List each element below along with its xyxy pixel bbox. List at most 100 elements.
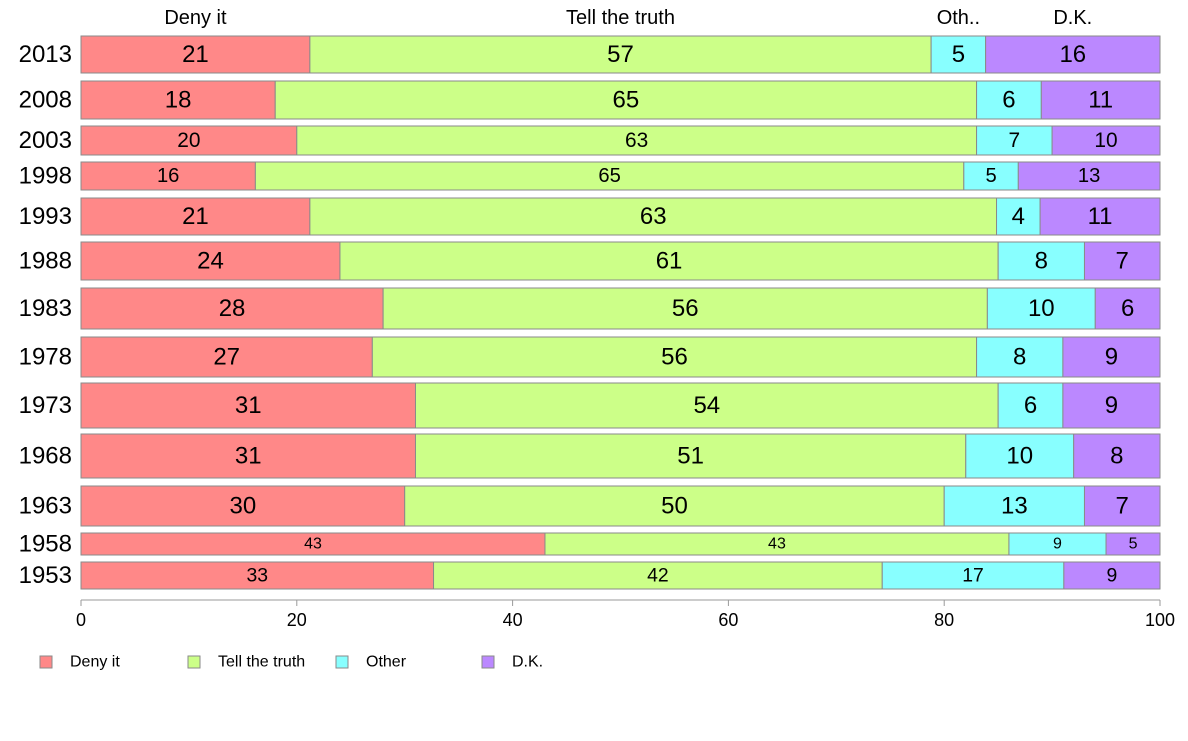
bar-segment-1978-1 — [80, 336, 373, 378]
data-label-1953-3: 17 — [962, 565, 984, 587]
data-label-1978-1: 27 — [213, 344, 240, 371]
bar-segment-1968-1 — [80, 433, 416, 479]
bar-segment-2008-3 — [976, 80, 1042, 120]
data-label-1958-4: 5 — [1129, 536, 1138, 553]
data-label-1963-4: 7 — [1116, 493, 1129, 520]
category-label-1983: 1983 — [19, 295, 72, 322]
data-label-1958-3: 9 — [1053, 536, 1062, 553]
data-label-1963-1: 30 — [229, 493, 256, 520]
data-label-1973-4: 9 — [1105, 392, 1118, 419]
data-label-2003-1: 20 — [177, 129, 200, 152]
data-label-1983-1: 28 — [219, 295, 246, 322]
data-label-1978-4: 9 — [1105, 344, 1118, 371]
category-label-1998: 1998 — [19, 163, 72, 190]
data-label-1973-1: 31 — [235, 392, 262, 419]
bar-segment-1998-2 — [254, 161, 965, 191]
category-label-1963: 1963 — [19, 493, 72, 520]
bar-segment-1998-4 — [1017, 161, 1161, 191]
data-label-2008-1: 18 — [165, 87, 192, 114]
legend-swatch-1 — [39, 655, 53, 669]
bar-segment-1963-1 — [80, 485, 406, 527]
category-label-1978: 1978 — [19, 344, 72, 371]
data-label-2008-4: 11 — [1088, 87, 1113, 114]
data-label-1993-1: 21 — [182, 203, 209, 230]
data-label-1968-1: 31 — [235, 443, 262, 470]
bar-segment-1983-4 — [1094, 287, 1161, 330]
data-label-1963-2: 50 — [661, 493, 688, 520]
data-label-1998-1: 16 — [157, 165, 179, 187]
data-label-1988-2: 61 — [656, 248, 683, 275]
data-label-1973-2: 54 — [693, 392, 720, 419]
bar-segment-1953-4 — [1063, 561, 1161, 590]
bar-segment-1978-4 — [1062, 336, 1161, 378]
data-label-1953-1: 33 — [246, 565, 268, 587]
bar-segment-1988-4 — [1083, 241, 1161, 281]
data-label-1993-4: 11 — [1088, 203, 1113, 230]
bar-segment-1963-4 — [1083, 485, 1161, 527]
bar-segment-1998-1 — [80, 161, 256, 191]
data-label-1968-3: 10 — [1006, 443, 1033, 470]
bar-segment-2008-4 — [1040, 80, 1161, 120]
data-label-1993-3: 4 — [1012, 203, 1025, 230]
column-header-1: Deny it — [164, 7, 227, 29]
data-label-2003-4: 10 — [1094, 129, 1117, 152]
bar-segment-2013-4 — [985, 35, 1161, 74]
bar-segment-1988-1 — [80, 241, 341, 281]
data-label-1968-2: 51 — [677, 443, 704, 470]
data-label-1988-3: 8 — [1035, 248, 1048, 275]
data-label-1968-4: 8 — [1110, 443, 1123, 470]
category-label-1958: 1958 — [19, 531, 72, 558]
legend-swatch-2 — [187, 655, 201, 669]
data-label-1973-3: 6 — [1024, 392, 1037, 419]
legend-swatch-4 — [481, 655, 495, 669]
bar-segment-1973-2 — [414, 382, 999, 429]
legend-swatch-3 — [335, 655, 349, 669]
bar-segment-1958-4 — [1105, 532, 1161, 556]
x-tick-label-0: 0 — [76, 610, 86, 630]
bar-segment-1988-2 — [339, 241, 999, 281]
bar-segment-1973-4 — [1062, 382, 1161, 429]
category-label-1993: 1993 — [19, 203, 72, 230]
x-tick-label-60: 60 — [718, 610, 738, 630]
bar-segment-1963-3 — [943, 485, 1085, 527]
data-label-1998-4: 13 — [1078, 165, 1100, 187]
x-tick-label-100: 100 — [1145, 610, 1175, 630]
bar-segment-1993-4 — [1039, 197, 1161, 236]
legend-label-3: Other — [366, 654, 407, 671]
bar-segment-1968-4 — [1073, 433, 1161, 479]
data-label-2013-2: 57 — [607, 41, 634, 68]
data-label-1988-1: 24 — [197, 248, 224, 275]
category-label-1973: 1973 — [19, 392, 72, 419]
legend-label-4: D.K. — [512, 654, 543, 671]
bar-segment-1983-1 — [80, 287, 384, 330]
bar-segment-2008-2 — [274, 80, 978, 120]
data-label-2003-3: 7 — [1009, 129, 1021, 152]
bar-segment-1983-3 — [986, 287, 1096, 330]
data-label-1978-2: 56 — [661, 344, 688, 371]
bar-segment-1978-3 — [976, 336, 1064, 378]
bar-segment-1993-3 — [996, 197, 1041, 236]
category-label-1968: 1968 — [19, 443, 72, 470]
bar-segment-2003-2 — [296, 125, 978, 156]
column-header-2: Tell the truth — [566, 7, 675, 29]
x-tick-label-20: 20 — [287, 610, 307, 630]
data-label-1963-3: 13 — [1001, 493, 1028, 520]
data-label-2008-3: 6 — [1002, 87, 1015, 114]
bar-segment-1968-3 — [965, 433, 1075, 479]
data-label-1998-2: 65 — [598, 165, 620, 187]
x-tick-label-80: 80 — [934, 610, 954, 630]
bar-segment-1973-3 — [997, 382, 1064, 429]
bar-segment-1993-2 — [309, 197, 998, 236]
bar-segment-2013-2 — [309, 35, 932, 74]
data-label-1993-2: 63 — [640, 203, 667, 230]
data-label-1983-3: 10 — [1028, 295, 1055, 322]
bar-segment-2008-1 — [80, 80, 276, 120]
bar-segment-1953-1 — [80, 561, 435, 590]
data-label-1953-2: 42 — [647, 565, 669, 587]
data-label-2003-2: 63 — [625, 129, 648, 152]
data-label-1998-3: 5 — [985, 165, 996, 187]
bar-segment-2003-4 — [1051, 125, 1161, 156]
column-header-4: D.K. — [1053, 7, 1092, 29]
